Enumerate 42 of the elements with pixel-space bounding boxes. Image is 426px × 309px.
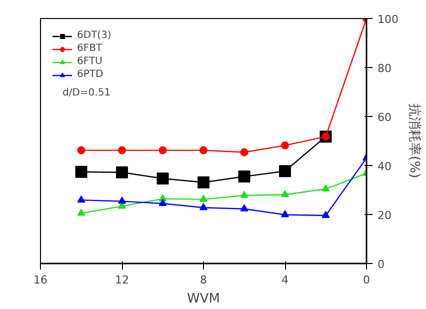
point xyxy=(322,184,330,192)
y-tick-label: 0 xyxy=(378,258,384,271)
x-tick-label: 0 xyxy=(363,274,370,286)
point xyxy=(200,203,208,210)
legend-label: 6FTU xyxy=(77,56,102,67)
point xyxy=(75,166,88,178)
annotation: d/D=0.51 xyxy=(62,88,111,98)
x-tick-label: 12 xyxy=(115,274,129,286)
point xyxy=(200,146,208,154)
point xyxy=(322,210,330,218)
point xyxy=(77,208,86,216)
point xyxy=(281,190,289,198)
y-tick-label: 60 xyxy=(378,111,392,124)
point xyxy=(118,146,126,154)
point xyxy=(281,210,289,218)
legend-label: 6DT(3) xyxy=(77,30,112,41)
point xyxy=(116,166,128,178)
y-tick-label: 20 xyxy=(378,209,392,222)
point xyxy=(156,172,169,184)
legend-label: 6PTD xyxy=(77,69,104,80)
point xyxy=(240,204,248,212)
point xyxy=(118,196,126,204)
point xyxy=(198,176,210,188)
point xyxy=(200,194,208,202)
point xyxy=(158,146,167,154)
point xyxy=(240,148,248,156)
x-tick-label: 8 xyxy=(200,274,207,286)
point xyxy=(158,198,167,206)
x-axis-title: WVM xyxy=(187,292,220,306)
y-tick-label: 40 xyxy=(378,160,392,173)
point xyxy=(240,190,248,198)
y-axis-title: 抗消耗率(%) xyxy=(406,104,422,178)
x-tick-label: 16 xyxy=(34,274,48,286)
point xyxy=(279,165,291,178)
point xyxy=(77,146,86,154)
point xyxy=(281,141,289,150)
point xyxy=(238,170,250,183)
legend-label: 6FBT xyxy=(77,43,102,54)
y-tick-label: 80 xyxy=(378,62,392,75)
point xyxy=(77,196,86,203)
x-tick-label: 4 xyxy=(282,274,288,286)
y-tick-label: 100 xyxy=(378,13,398,26)
